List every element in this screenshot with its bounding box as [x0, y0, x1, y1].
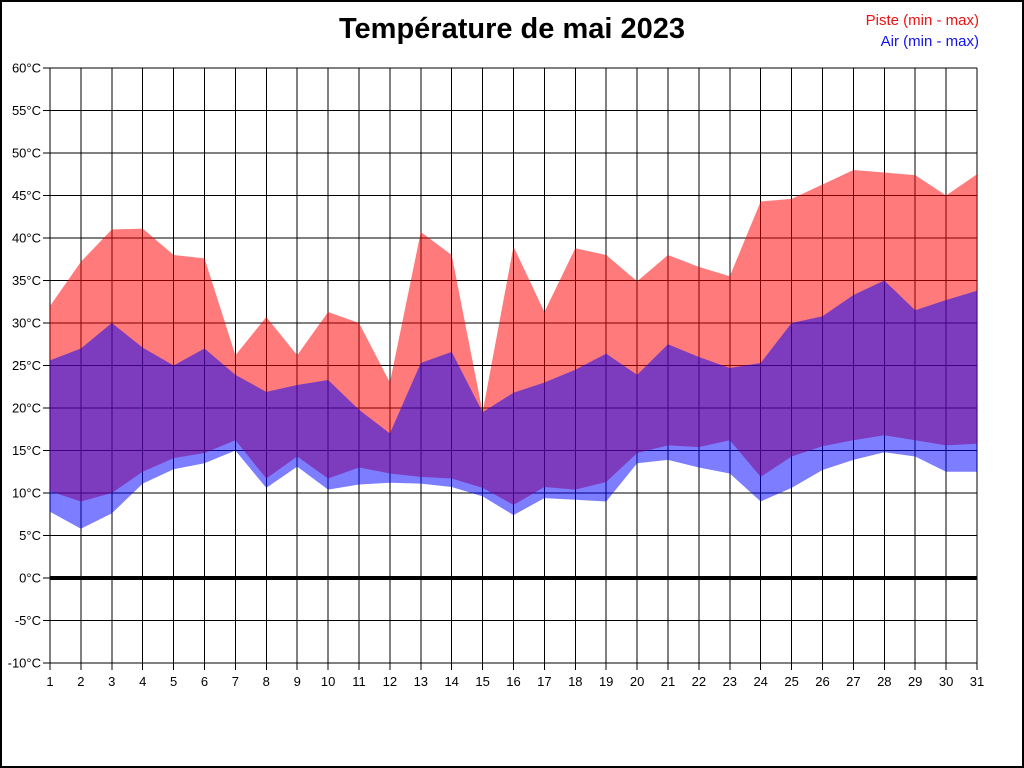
chart-legend: Piste (min - max) Air (min - max)	[866, 10, 979, 52]
y-tick-label: 60°C	[12, 61, 41, 76]
x-tick-label: 17	[537, 674, 551, 689]
y-tick-label: 45°C	[12, 188, 41, 203]
x-tick-label: 27	[846, 674, 860, 689]
x-tick-label: 20	[630, 674, 644, 689]
y-tick-label: 55°C	[12, 103, 41, 118]
x-tick-label: 10	[321, 674, 335, 689]
x-tick-label: 26	[815, 674, 829, 689]
y-tick-label: 35°C	[12, 273, 41, 288]
x-tick-label: 4	[139, 674, 146, 689]
x-tick-label: 23	[723, 674, 737, 689]
x-tick-label: 1	[46, 674, 53, 689]
x-tick-label: 13	[414, 674, 428, 689]
axis-ticks	[43, 67, 978, 670]
x-tick-label: 2	[77, 674, 84, 689]
x-tick-label: 28	[877, 674, 891, 689]
y-tick-label: 10°C	[12, 486, 41, 501]
x-tick-label: 25	[784, 674, 798, 689]
air-band	[50, 280, 977, 529]
chart-title: Température de mai 2023	[338, 13, 686, 45]
y-tick-label: 15°C	[12, 443, 41, 458]
y-tick-label: -5°C	[15, 613, 41, 628]
y-tick-label: 50°C	[12, 146, 41, 161]
x-tick-label: 11	[352, 674, 366, 689]
x-tick-label: 6	[201, 674, 208, 689]
x-tick-label: 22	[692, 674, 706, 689]
y-tick-label: 25°C	[12, 358, 41, 373]
x-tick-label: 5	[170, 674, 177, 689]
y-tick-label: 40°C	[12, 231, 41, 246]
y-tick-label: 30°C	[12, 316, 41, 331]
x-tick-label: 30	[939, 674, 953, 689]
x-tick-label: 19	[599, 674, 613, 689]
x-tick-label: 3	[108, 674, 115, 689]
y-tick-label: 5°C	[19, 528, 41, 543]
x-tick-label: 15	[475, 674, 489, 689]
x-tick-label: 8	[263, 674, 270, 689]
y-tick-label: -10°C	[8, 656, 41, 671]
x-tick-label: 14	[444, 674, 458, 689]
x-tick-label: 29	[908, 674, 922, 689]
x-tick-label: 12	[383, 674, 397, 689]
x-tick-label: 24	[753, 674, 767, 689]
y-tick-label: 0°C	[19, 571, 41, 586]
x-tick-label: 9	[294, 674, 301, 689]
x-tick-label: 7	[232, 674, 239, 689]
x-tick-label: 16	[506, 674, 520, 689]
legend-piste-label: Piste (min - max)	[865, 12, 979, 29]
x-tick-label: 21	[661, 674, 675, 689]
x-tick-label: 31	[970, 674, 984, 689]
legend-air-label: Air (min - max)	[880, 33, 979, 50]
y-tick-label: 20°C	[12, 401, 41, 416]
x-tick-label: 18	[568, 674, 582, 689]
